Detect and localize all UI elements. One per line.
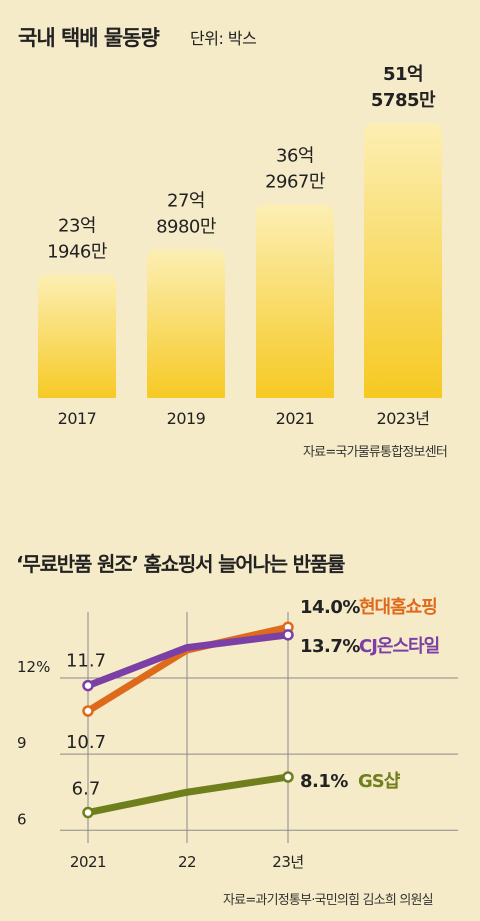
bar-2 (256, 204, 334, 404)
bar-1 (147, 249, 225, 404)
series-end-value-0: 14.0% (300, 597, 360, 618)
y-tick-label-1: 9 (17, 734, 27, 752)
series-name-2: GS샵 (358, 771, 401, 792)
y-tick-label-0: 6 (17, 810, 27, 828)
x-tick-label-line-1: 22 (178, 853, 196, 871)
chart-title: 국내 택배 물동량 (18, 26, 160, 50)
bar-0 (38, 274, 116, 404)
series-name-0: 현대홈쇼핑 (359, 596, 437, 618)
bar-base-mask-1 (107, 398, 265, 408)
x-tick-label-line-0: 2021 (70, 853, 106, 871)
series-end-value-2: 8.1% (300, 771, 348, 792)
x-tick-label-line-2: 23년 (272, 853, 303, 871)
series-point-1-0 (82, 679, 94, 692)
y-tick-label-2: 12% (17, 658, 50, 676)
line-chart-title: ‘무료반품 원조’ 홈쇼핑서 늘어나는 반품률 (16, 552, 345, 576)
x-tick-label-2: 2021 (276, 409, 315, 428)
bar-chart: 23억 1946만 2017 27억 8980만 2019 36억 2967만 2021 51억 5… (0, 64, 480, 428)
bar-value-label-line2-1: 8980만 (156, 216, 216, 237)
series-line-2 (84, 773, 292, 817)
bar-value-label-line1-1: 27억 (167, 190, 205, 211)
bar-3 (364, 123, 442, 404)
unit-label: 단위: 박스 (190, 29, 257, 48)
source-bottom: 자료=과기정통부·국민의힘 김소희 의원실 (223, 893, 434, 908)
series-start-label-2: 6.7 (72, 779, 101, 800)
series-start-label-0: 10.7 (66, 732, 106, 753)
bar-value-label-line2-0: 1946만 (47, 241, 107, 262)
x-tick-label-3: 2023년 (377, 409, 430, 428)
bar-value-label-line2-2: 2967만 (265, 172, 325, 193)
bar-value-label-line1-2: 36억 (276, 146, 314, 167)
x-tick-label-1: 2019 (167, 409, 206, 428)
series-start-label-1: 11.7 (66, 651, 106, 672)
line-chart: 6 9 12% 2021 22 23년 10.7 11.7 6.7 14.0% 현대홈쇼핑 13.7%… (17, 596, 458, 871)
series-point-0-0 (82, 705, 94, 717)
series-name-1: CJ온스타일 (359, 636, 440, 657)
bar-base-mask-2 (216, 398, 374, 408)
series-point-2-0 (82, 806, 94, 819)
series-point-1-2 (282, 629, 294, 641)
bar-value-label-line2-3: 5785만 (371, 90, 436, 111)
source-top: 자료=국가물류통합정보센터 (303, 445, 448, 460)
series-point-2-2 (282, 771, 294, 783)
bar-base-mask-0 (0, 398, 156, 408)
bar-value-label-line1-3: 51억 (383, 64, 423, 85)
x-tick-label-0: 2017 (58, 409, 97, 428)
series-line-1 (84, 631, 292, 690)
bar-value-label-line1-0: 23억 (58, 215, 96, 236)
bar-base-mask-3 (324, 398, 480, 408)
series-end-value-1: 13.7% (300, 636, 360, 657)
